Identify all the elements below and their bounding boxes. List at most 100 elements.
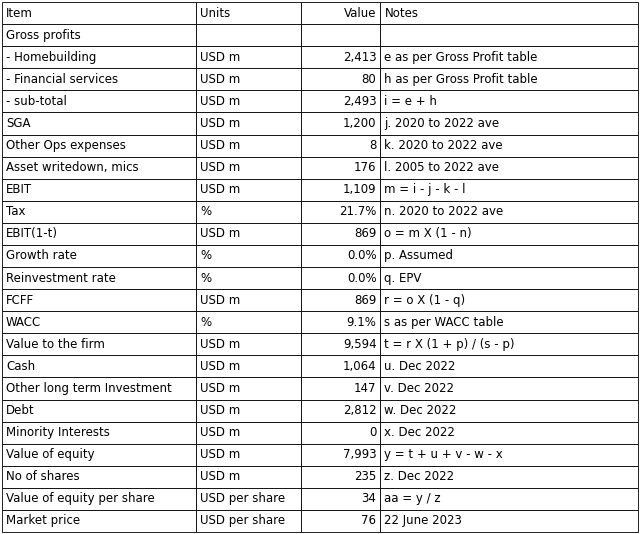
Text: o = m X (1 - n): o = m X (1 - n) xyxy=(385,227,472,240)
Text: EBIT: EBIT xyxy=(6,183,32,196)
Bar xyxy=(380,421,638,444)
Bar xyxy=(2,399,196,421)
Bar xyxy=(301,46,380,68)
Bar xyxy=(2,444,196,466)
Text: Growth rate: Growth rate xyxy=(6,249,77,262)
Bar xyxy=(2,201,196,223)
Text: USD m: USD m xyxy=(200,404,240,417)
Bar xyxy=(2,466,196,488)
Text: u. Dec 2022: u. Dec 2022 xyxy=(385,360,456,373)
Text: 869: 869 xyxy=(354,227,376,240)
Bar xyxy=(196,24,301,46)
Text: Gross profits: Gross profits xyxy=(6,29,81,42)
Bar xyxy=(196,399,301,421)
Bar xyxy=(196,421,301,444)
Bar xyxy=(301,2,380,24)
Text: 7,993: 7,993 xyxy=(343,448,376,461)
Text: Reinvestment rate: Reinvestment rate xyxy=(6,272,116,285)
Text: r = o X (1 - q): r = o X (1 - q) xyxy=(385,294,465,307)
Bar xyxy=(380,156,638,179)
Text: Value to the firm: Value to the firm xyxy=(6,338,105,351)
Bar xyxy=(301,90,380,113)
Bar xyxy=(301,488,380,510)
Bar xyxy=(380,333,638,355)
Text: - Homebuilding: - Homebuilding xyxy=(6,51,97,64)
Text: USD m: USD m xyxy=(200,117,240,130)
Text: v. Dec 2022: v. Dec 2022 xyxy=(385,382,454,395)
Bar xyxy=(2,378,196,399)
Text: j. 2020 to 2022 ave: j. 2020 to 2022 ave xyxy=(385,117,500,130)
Bar xyxy=(2,245,196,267)
Bar xyxy=(196,333,301,355)
Bar xyxy=(301,68,380,90)
Text: 0: 0 xyxy=(369,426,376,439)
Bar xyxy=(301,466,380,488)
Text: 1,064: 1,064 xyxy=(343,360,376,373)
Bar xyxy=(2,68,196,90)
Bar xyxy=(301,311,380,333)
Bar xyxy=(301,267,380,289)
Bar xyxy=(380,179,638,201)
Text: 2,413: 2,413 xyxy=(343,51,376,64)
Bar xyxy=(380,24,638,46)
Text: Tax: Tax xyxy=(6,205,26,218)
Bar xyxy=(2,179,196,201)
Text: USD m: USD m xyxy=(200,139,240,152)
Text: Cash: Cash xyxy=(6,360,35,373)
Bar xyxy=(2,421,196,444)
Bar xyxy=(380,488,638,510)
Bar xyxy=(196,488,301,510)
Text: %: % xyxy=(200,205,211,218)
Text: 80: 80 xyxy=(362,73,376,86)
Text: 147: 147 xyxy=(354,382,376,395)
Text: Value: Value xyxy=(344,6,376,20)
Bar xyxy=(196,223,301,245)
Text: n. 2020 to 2022 ave: n. 2020 to 2022 ave xyxy=(385,205,504,218)
Text: USD m: USD m xyxy=(200,382,240,395)
Bar xyxy=(380,355,638,378)
Text: 2,812: 2,812 xyxy=(343,404,376,417)
Text: USD m: USD m xyxy=(200,294,240,307)
Text: - sub-total: - sub-total xyxy=(6,95,67,108)
Bar xyxy=(2,223,196,245)
Bar xyxy=(196,245,301,267)
Text: w. Dec 2022: w. Dec 2022 xyxy=(385,404,457,417)
Bar xyxy=(196,267,301,289)
Text: USD m: USD m xyxy=(200,95,240,108)
Bar xyxy=(196,156,301,179)
Text: USD m: USD m xyxy=(200,448,240,461)
Bar xyxy=(196,289,301,311)
Bar xyxy=(196,444,301,466)
Text: USD m: USD m xyxy=(200,73,240,86)
Text: Other long term Investment: Other long term Investment xyxy=(6,382,172,395)
Bar xyxy=(380,289,638,311)
Text: y = t + u + v - w - x: y = t + u + v - w - x xyxy=(385,448,503,461)
Bar xyxy=(2,113,196,135)
Text: EBIT(1-t): EBIT(1-t) xyxy=(6,227,58,240)
Text: 76: 76 xyxy=(362,514,376,528)
Text: Other Ops expenses: Other Ops expenses xyxy=(6,139,126,152)
Bar xyxy=(2,135,196,156)
Text: USD m: USD m xyxy=(200,227,240,240)
Text: USD m: USD m xyxy=(200,470,240,483)
Text: 9,594: 9,594 xyxy=(343,338,376,351)
Text: No of shares: No of shares xyxy=(6,470,79,483)
Bar xyxy=(2,267,196,289)
Text: 34: 34 xyxy=(362,492,376,505)
Bar xyxy=(196,2,301,24)
Bar xyxy=(380,2,638,24)
Bar xyxy=(380,245,638,267)
Bar xyxy=(380,223,638,245)
Text: s as per WACC table: s as per WACC table xyxy=(385,316,504,329)
Text: i = e + h: i = e + h xyxy=(385,95,437,108)
Bar xyxy=(2,156,196,179)
Text: WACC: WACC xyxy=(6,316,41,329)
Text: Notes: Notes xyxy=(385,6,419,20)
Text: USD m: USD m xyxy=(200,183,240,196)
Text: p. Assumed: p. Assumed xyxy=(385,249,453,262)
Text: FCFF: FCFF xyxy=(6,294,34,307)
Bar xyxy=(2,289,196,311)
Bar xyxy=(380,311,638,333)
Bar xyxy=(380,201,638,223)
Text: 235: 235 xyxy=(354,470,376,483)
